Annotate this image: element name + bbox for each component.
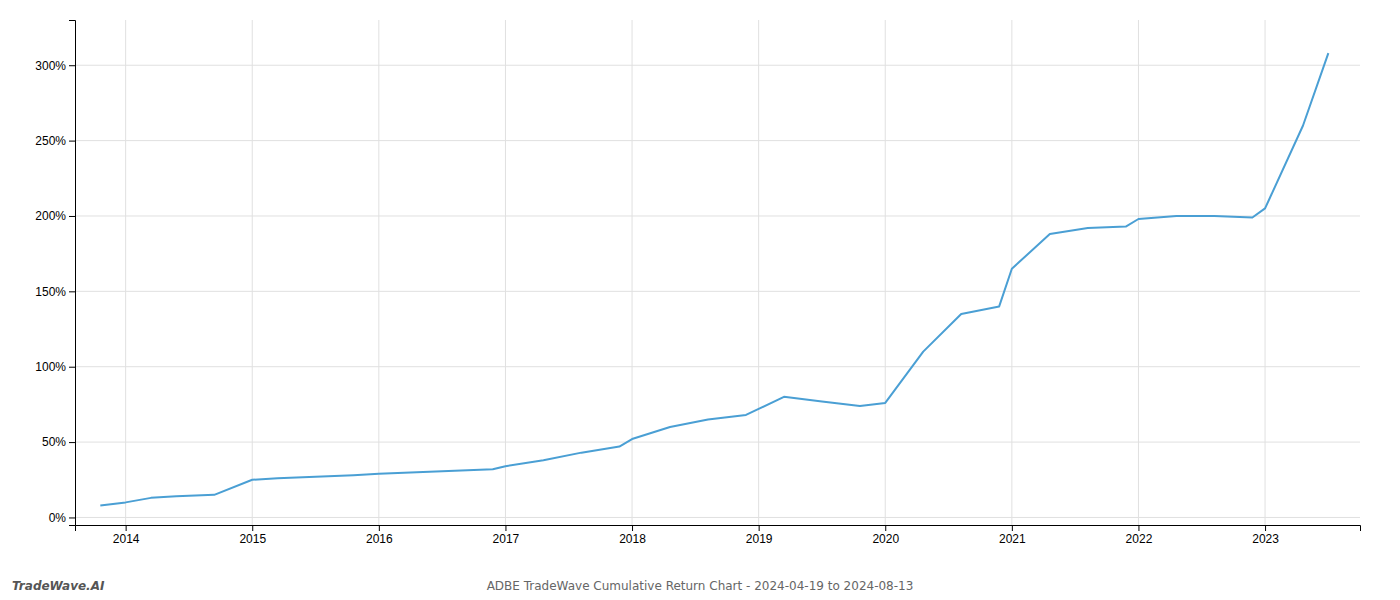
x-grid-line <box>378 20 379 525</box>
x-tick-label: 2022 <box>1126 532 1153 546</box>
y-tick: 0% <box>49 511 75 525</box>
x-tick: 2022 <box>1126 525 1153 546</box>
x-tick-label: 2014 <box>113 532 140 546</box>
y-grid-line <box>75 65 1360 66</box>
y-tick: 150% <box>35 285 75 299</box>
grid <box>75 20 1360 525</box>
x-tick-label: 2019 <box>746 532 773 546</box>
data-line <box>100 53 1328 505</box>
y-grid-line <box>75 140 1360 141</box>
x-tick-mark <box>885 525 886 531</box>
y-tick: 100% <box>35 360 75 374</box>
x-grid-line <box>252 20 253 525</box>
x-tick-mark <box>505 525 506 531</box>
x-tick-label: 2016 <box>366 532 393 546</box>
y-tick-label: 150% <box>35 285 66 299</box>
x-tick-mark <box>632 525 633 531</box>
x-tick: 2014 <box>113 525 140 546</box>
y-tick: 50% <box>42 435 75 449</box>
x-tick: 2016 <box>366 525 393 546</box>
y-tick-mark <box>69 216 75 217</box>
y-tick-mark <box>69 367 75 368</box>
x-grid-line <box>125 20 126 525</box>
x-tick: 2018 <box>619 525 646 546</box>
y-grid-line <box>75 366 1360 367</box>
x-tick-label: 2018 <box>619 532 646 546</box>
title: ADBE TradeWave Cumulative Return Chart -… <box>487 579 914 593</box>
y-tick-label: 300% <box>35 59 66 73</box>
x-grid-line <box>505 20 506 525</box>
y-tick: 300% <box>35 59 75 73</box>
y-grid-line <box>75 517 1360 518</box>
x-grid-line <box>758 20 759 525</box>
x-tick-label: 2021 <box>999 532 1026 546</box>
y-tick-label: 200% <box>35 209 66 223</box>
x-grid-line <box>1138 20 1139 525</box>
y-grid-line <box>75 291 1360 292</box>
x-grid-line <box>632 20 633 525</box>
y-tick-label: 250% <box>35 134 66 148</box>
y-axis: 0% 50% 100% 150% 200% 250% 300% <box>35 21 75 526</box>
x-axis: 2014 2015 2016 2017 2018 2019 2020 2021 2022 2023 <box>76 525 1361 546</box>
y-tick-mark <box>69 442 75 443</box>
x-tick: 2023 <box>1252 525 1279 546</box>
y-tick-label: 50% <box>42 435 66 449</box>
y-tick-mark <box>69 517 75 518</box>
x-tick-label: 2023 <box>1252 532 1279 546</box>
x-tick: 2015 <box>239 525 266 546</box>
x-tick: 2020 <box>872 525 899 546</box>
x-tick-mark <box>1138 525 1139 531</box>
x-tick-mark <box>1265 525 1266 531</box>
x-tick-label: 2015 <box>239 532 266 546</box>
x-tick-mark <box>379 525 380 531</box>
annotation: TradeWave.AI <box>12 579 105 593</box>
y-grid-line <box>75 442 1360 443</box>
chart: 2014 2015 2016 2017 2018 2019 2020 2021 2022 2023… <box>0 0 1400 600</box>
x-grid-line <box>885 20 886 525</box>
y-tick: 200% <box>35 209 75 223</box>
y-axis-line <box>69 21 76 526</box>
x-axis-line <box>76 526 1361 532</box>
y-tick-mark <box>69 291 75 292</box>
x-grid-line <box>1265 20 1266 525</box>
y-tick: 250% <box>35 134 75 148</box>
y-tick-mark <box>69 141 75 142</box>
x-tick-label: 2017 <box>493 532 520 546</box>
plot-area <box>100 53 1328 505</box>
y-tick-label: 100% <box>35 360 66 374</box>
y-tick-label: 0% <box>49 511 67 525</box>
x-tick-mark <box>1012 525 1013 531</box>
x-tick-label: 2020 <box>872 532 899 546</box>
x-tick-mark <box>252 525 253 531</box>
y-tick-mark <box>69 65 75 66</box>
x-tick-mark <box>126 525 127 531</box>
x-tick: 2019 <box>746 525 773 546</box>
x-tick: 2017 <box>493 525 520 546</box>
x-tick-mark <box>759 525 760 531</box>
x-tick: 2021 <box>999 525 1026 546</box>
